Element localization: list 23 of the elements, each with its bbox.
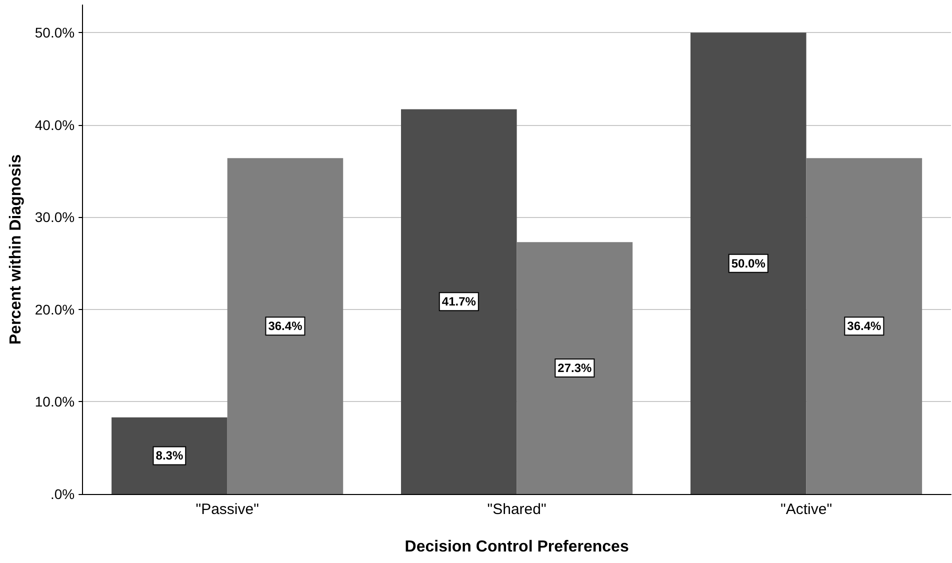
bar (401, 109, 517, 494)
data-label: 36.4% (847, 319, 882, 334)
y-tick-label: 50.0% (34, 24, 75, 41)
bar (516, 242, 633, 494)
y-tick-label: 20.0% (34, 301, 75, 318)
y-tick-label: 10.0% (34, 394, 75, 410)
data-label: 36.4% (268, 319, 303, 334)
x-tick-label: "Shared" (487, 501, 546, 518)
x-axis-title: Decision Control Preferences (404, 538, 629, 556)
y-tick-label: 40.0% (34, 116, 75, 133)
y-tick-label: 30.0% (34, 209, 75, 226)
x-tick-label: "Passive" (196, 501, 259, 518)
bar (227, 158, 344, 494)
bar (806, 158, 922, 494)
y-tick-label: .0% (50, 486, 75, 502)
data-label: 41.7% (442, 294, 476, 309)
y-axis-title: Percent within Diagnosis (8, 154, 24, 345)
data-label: 27.3% (558, 361, 592, 376)
x-tick-label: "Active" (780, 501, 832, 518)
data-label: 50.0% (731, 256, 766, 270)
bar (690, 32, 806, 494)
bar (112, 417, 228, 494)
data-label: 8.3% (156, 448, 184, 463)
